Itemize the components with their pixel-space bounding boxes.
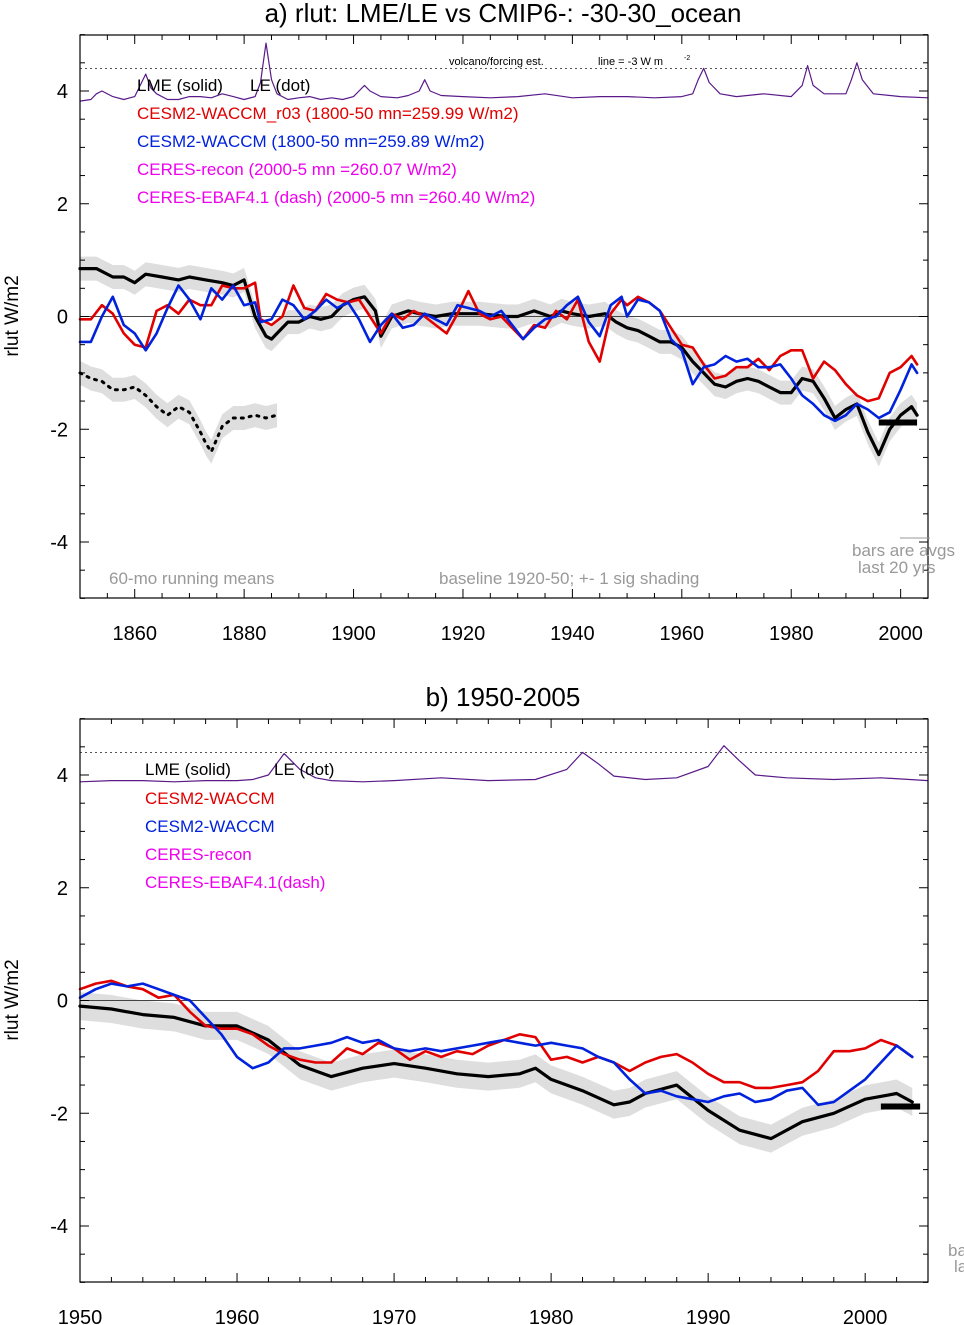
x-tick-label: 2000	[878, 623, 923, 645]
y-tick-label: -2	[50, 1103, 68, 1125]
series-line-lme	[78, 1004, 914, 1141]
volcano-line-superscript: -2	[684, 55, 690, 62]
legend-lme: LME (solid)	[137, 76, 223, 95]
running-mean-note: 60-mo running means	[109, 569, 274, 588]
volcano-label: volcano/forcing est.	[449, 56, 544, 68]
panel-b-y-axis-label: rlut W/m2	[2, 959, 23, 1040]
legend-b-ceres-ebaf: CERES-EBAF4.1(dash)	[145, 873, 325, 892]
legend-ceres-recon: CERES-recon (2000-5 mn =260.07 W/m2)	[137, 160, 457, 179]
x-tick-label: 1990	[686, 1307, 731, 1325]
legend-ceres-ebaf: CERES-EBAF4.1 (dash) (2000-5 mn =260.40 …	[137, 188, 535, 207]
bars-note-b-line1: ba	[948, 1241, 964, 1260]
series-line-lme	[78, 267, 919, 457]
y-tick-label: 2	[57, 878, 68, 900]
panel-b-title: b) 1950-2005	[426, 682, 581, 712]
y-tick-label: 2	[57, 194, 68, 216]
panel-a: a) rlut: LME/LE vs CMIP6-: -30-30_ocean …	[2, 0, 955, 645]
panel-a-title: a) rlut: LME/LE vs CMIP6-: -30-30_ocean	[265, 0, 742, 28]
x-tick-label: 1960	[215, 1307, 260, 1325]
y-tick-label: -4	[50, 532, 68, 554]
y-tick-label: 0	[57, 991, 68, 1013]
legend-b-lme: LME (solid)	[145, 760, 231, 779]
x-tick-label: 1940	[550, 623, 595, 645]
panel-a-y-axis-label: rlut W/m2	[2, 275, 23, 356]
series-line-blue	[78, 284, 919, 423]
legend-le: LE (dot)	[250, 76, 310, 95]
x-tick-label: 1960	[660, 623, 705, 645]
legend-b-le: LE (dot)	[274, 760, 334, 779]
y-tick-label: 4	[57, 765, 68, 787]
series-line-blue	[78, 982, 914, 1107]
y-tick-label: -2	[50, 419, 68, 441]
bars-note-line2: last 20 yrs	[858, 558, 935, 577]
x-tick-label: 1920	[441, 623, 486, 645]
legend-b-ceres-recon: CERES-recon	[145, 845, 252, 864]
x-tick-label: 1980	[769, 623, 814, 645]
series-line-volcano	[79, 745, 929, 783]
x-tick-label: 1860	[112, 623, 157, 645]
y-tick-label: 4	[57, 81, 68, 103]
baseline-note: baseline 1920-50; +- 1 sig shading	[439, 569, 699, 588]
series-line-red	[78, 281, 919, 403]
x-tick-label: 1980	[529, 1307, 574, 1325]
y-tick-label: -4	[50, 1216, 68, 1238]
lme-sigma-shading	[80, 992, 913, 1153]
legend-cesm2-waccm-r03: CESM2-WACCM_r03 (1800-50 mn=259.99 W/m2)	[137, 104, 519, 123]
series-line-volcano	[79, 42, 929, 102]
series-line-red	[78, 979, 914, 1090]
x-tick-label: 2000	[843, 1307, 888, 1325]
legend-b-cesm2-waccm-red: CESM2-WACCM	[145, 789, 275, 808]
legend-b-cesm2-waccm-blue: CESM2-WACCM	[145, 817, 275, 836]
x-tick-label: 1900	[331, 623, 376, 645]
x-tick-label: 1950	[58, 1307, 103, 1325]
bars-note-line1: bars are avgs	[852, 541, 955, 560]
panel-b: b) 1950-2005 4 2 0 -2 -4 1950 1960 1970 1980 1990…	[2, 682, 964, 1325]
le-sigma-shading	[80, 360, 277, 464]
volcano-line-label: line = -3 W m	[598, 56, 663, 68]
y-tick-label: 0	[57, 307, 68, 329]
series-line-le	[78, 371, 279, 454]
legend-cesm2-waccm: CESM2-WACCM (1800-50 mn=259.89 W/m2)	[137, 132, 485, 151]
x-tick-label: 1880	[222, 623, 267, 645]
x-tick-label: 1970	[372, 1307, 417, 1325]
bars-note-b-line2: la	[954, 1257, 964, 1276]
